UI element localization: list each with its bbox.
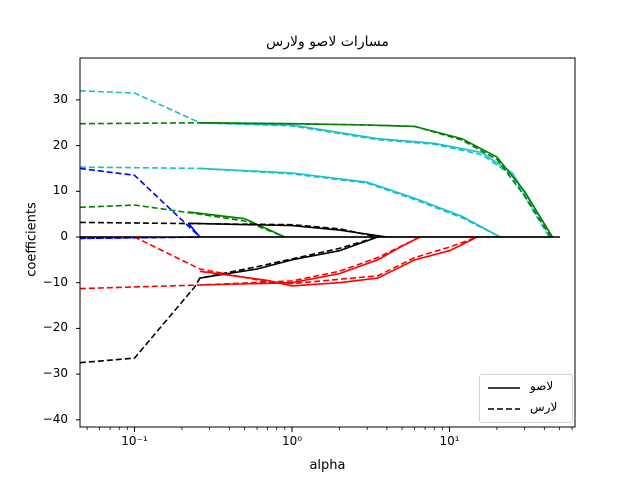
dashed-line-icon	[488, 408, 520, 410]
chart-title: مسارات لاصو ولارس	[266, 34, 389, 50]
series-lars-cyan-2	[79, 166, 501, 238]
x-axis-label: alpha	[309, 458, 346, 473]
solid-line-icon	[488, 387, 520, 389]
legend-label-lasso: لاصو	[530, 379, 554, 393]
series-lars-red-1	[79, 236, 421, 290]
series-lars-green-1	[79, 121, 552, 238]
legend: لاصو لارس	[479, 374, 573, 423]
x-tick-label: 10⁻¹	[121, 434, 148, 448]
y-tick-label: 30	[52, 91, 68, 106]
series-lars-blue	[79, 167, 202, 240]
y-tick-label: 10	[52, 183, 68, 198]
y-tick-label: 20	[52, 137, 68, 152]
y-tick-label: 0	[60, 229, 68, 243]
x-tick-label: 10⁰	[281, 434, 303, 448]
series-lars-red-2	[79, 236, 478, 285]
series-lasso-green-1	[199, 122, 554, 238]
legend-entry-lasso: لاصو	[486, 379, 570, 397]
legend-label-lars: لارس	[530, 400, 558, 414]
series-lars-green-2	[79, 204, 286, 238]
axes-frame	[79, 57, 576, 428]
series-lars-black-2	[79, 236, 378, 364]
y-tick-marks	[76, 99, 80, 421]
x-tick-label: 10¹	[439, 434, 460, 448]
x-tick-marks	[86, 427, 573, 432]
legend-entry-lars: لارس	[486, 400, 570, 418]
series-lars-black-1	[79, 221, 378, 238]
y-tick-label: −40	[42, 411, 68, 426]
y-tick-label: −20	[42, 320, 68, 335]
plot-area	[80, 58, 575, 427]
series-lasso-cyan-2	[199, 167, 501, 238]
y-tick-label: −10	[42, 274, 68, 289]
y-tick-label: −30	[42, 366, 68, 381]
